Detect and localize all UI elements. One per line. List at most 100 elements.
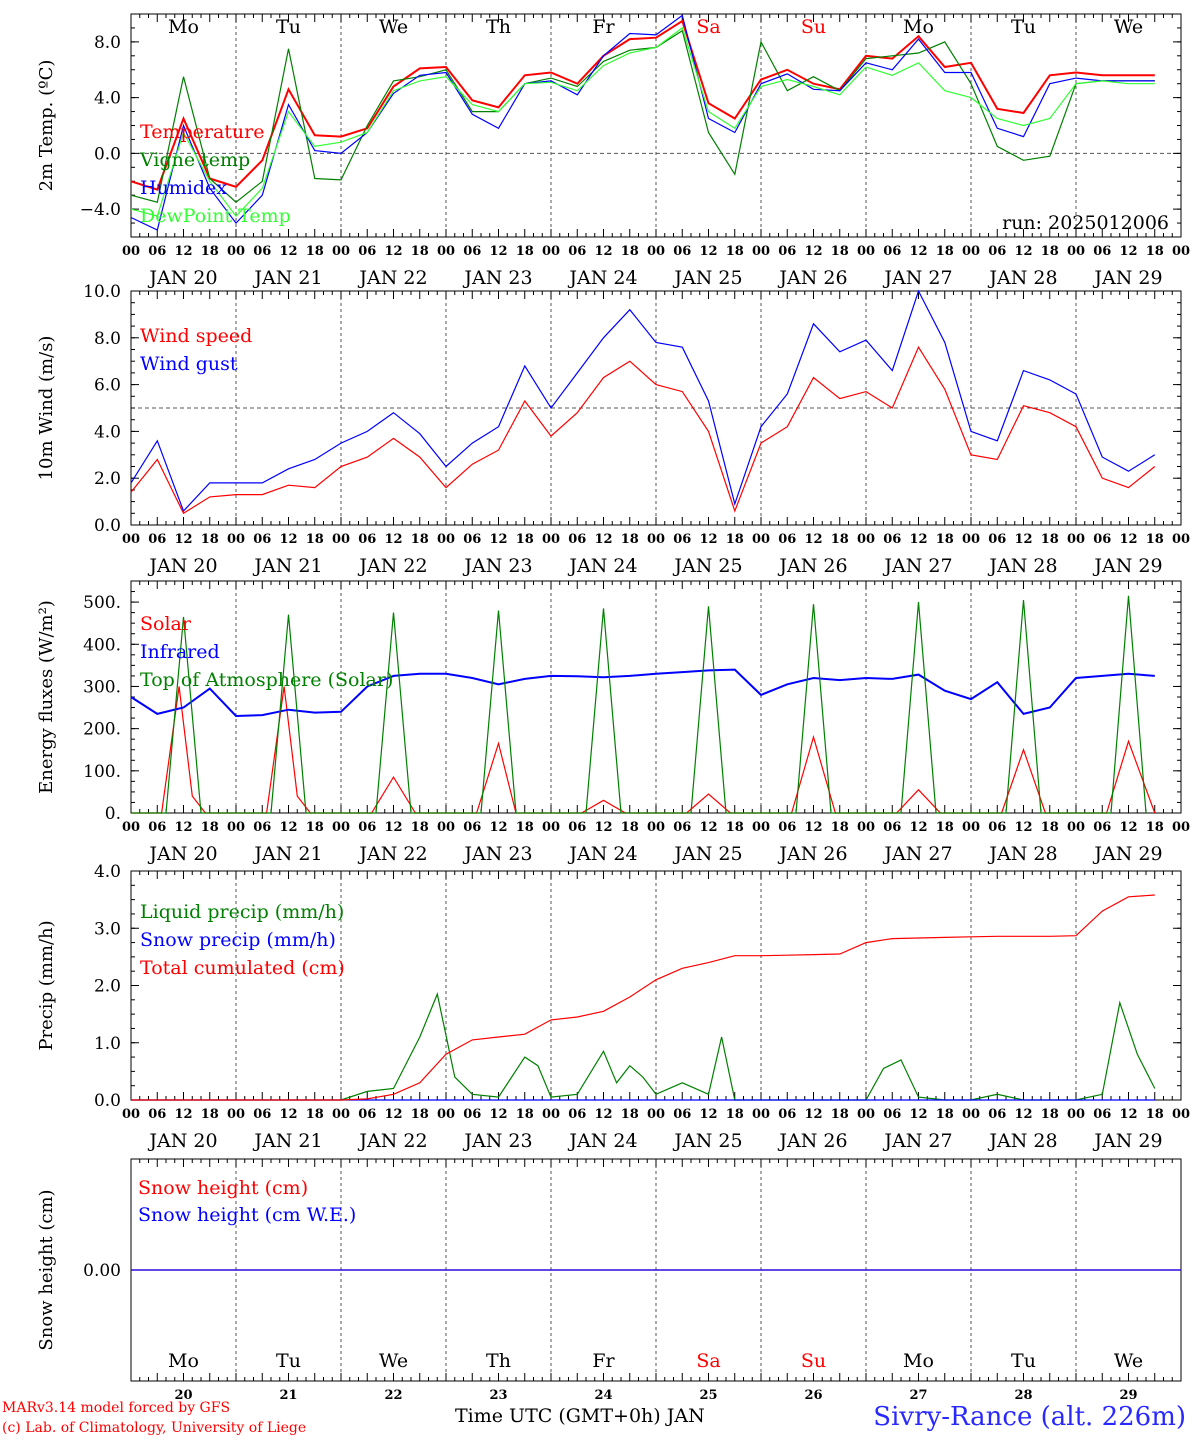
hour-label: 18 [201, 1107, 219, 1122]
series-line [130, 289, 1156, 513]
hour-label: 06 [358, 820, 376, 835]
date-label: JAN 26 [777, 267, 847, 289]
hour-label: 18 [516, 820, 534, 835]
weekday-label: Sa [696, 1350, 720, 1372]
date-label: JAN 25 [672, 267, 742, 289]
date-label: JAN 20 [147, 555, 217, 577]
y-tick-label: 0.0 [94, 144, 121, 164]
hour-label: 12 [804, 1107, 822, 1122]
date-label: JAN 21 [252, 843, 322, 865]
hour-label: 18 [411, 244, 429, 259]
legend-entry: Snow precip (mm/h) [140, 929, 336, 951]
hour-label: 00 [1067, 1107, 1085, 1122]
date-label: JAN 22 [357, 555, 427, 577]
hour-label: 06 [148, 820, 166, 835]
hour-label: 06 [148, 532, 166, 547]
series-line [131, 686, 1156, 814]
hour-label: 00 [857, 1107, 875, 1122]
hour-label: 18 [621, 1107, 639, 1122]
series-line [130, 668, 1155, 718]
hour-label: 06 [988, 1107, 1006, 1122]
date-label: JAN 23 [462, 1130, 532, 1152]
hour-label: 12 [594, 532, 612, 547]
weekday-label: Th [486, 16, 511, 38]
hour-label: 18 [936, 1107, 954, 1122]
weekday-label: Tu [1011, 1350, 1036, 1372]
date-label: JAN 22 [357, 1130, 427, 1152]
hour-label: 00 [122, 1107, 140, 1122]
date-label: JAN 27 [882, 843, 952, 865]
hour-label: 18 [621, 244, 639, 259]
y-tick-label: 4.0 [94, 89, 121, 109]
hour-label: 00 [542, 244, 560, 259]
weekday-label: We [1114, 16, 1143, 38]
hour-label: 06 [883, 244, 901, 259]
hour-label: 12 [699, 532, 717, 547]
hour-label: 06 [463, 820, 481, 835]
y-tick-label: 8.0 [94, 33, 121, 53]
hour-label: 18 [201, 244, 219, 259]
hour-label: 06 [883, 1107, 901, 1122]
hour-label: 18 [306, 532, 324, 547]
legend-entry: Liquid precip (mm/h) [140, 901, 344, 923]
hour-label: 06 [253, 1107, 271, 1122]
hour-label: 00 [752, 820, 770, 835]
hour-label: 12 [909, 820, 927, 835]
hour-label: 12 [1014, 532, 1032, 547]
series-line [130, 29, 1155, 203]
hour-label: 06 [148, 244, 166, 259]
panel-1: −4.0 0.0 4.0 8.0 2m Temp. (ºC) 00 06 12 18 JAN 20… [36, 13, 1190, 289]
y-axis-label: Snow height (cm) [36, 1189, 57, 1350]
hour-label: 00 [647, 820, 665, 835]
hour-label: 12 [1119, 532, 1137, 547]
hour-label: 18 [411, 1107, 429, 1122]
legend-entry: Total cumulated (cm) [140, 957, 345, 979]
hour-label: 06 [883, 532, 901, 547]
y-tick-label: 0.0 [94, 1091, 121, 1111]
hour-label: 00 [542, 1107, 560, 1122]
hour-label: 18 [831, 532, 849, 547]
legend-entry: DewPoint Temp [140, 205, 291, 227]
hour-label: 00 [437, 244, 455, 259]
series-line [130, 19, 1155, 191]
date-label: JAN 27 [882, 1130, 952, 1152]
hour-label: 00 [1172, 820, 1190, 835]
hour-label: 12 [699, 820, 717, 835]
hour-label: 06 [568, 244, 586, 259]
hour-label: 00 [1172, 532, 1190, 547]
hour-label: 06 [778, 820, 796, 835]
date-label: JAN 25 [672, 843, 742, 865]
hour-label: 06 [673, 1107, 691, 1122]
hour-label: 06 [778, 532, 796, 547]
hour-label: 00 [1172, 1107, 1190, 1122]
hour-label: 00 [332, 1107, 350, 1122]
hour-label: 06 [568, 1107, 586, 1122]
station-name: Sivry-Rance (alt. 226m) [873, 1402, 1186, 1432]
hour-label: 12 [384, 820, 402, 835]
hour-label: 18 [1041, 1107, 1059, 1122]
y-axis-label: Energy fluxes (W/m²) [36, 600, 57, 794]
hour-label: 06 [778, 244, 796, 259]
hour-label: 12 [279, 244, 297, 259]
weekday-label: We [1114, 1350, 1143, 1372]
hour-label: 06 [568, 532, 586, 547]
hour-label: 12 [1014, 820, 1032, 835]
hour-label: 00 [1067, 244, 1085, 259]
hour-label: 00 [227, 244, 245, 259]
hour-label: 00 [857, 820, 875, 835]
y-tick-label: 0.00 [83, 1261, 121, 1281]
hour-label: 06 [883, 820, 901, 835]
day-number-label: 20 [174, 1388, 192, 1403]
hour-label: 00 [227, 532, 245, 547]
hour-label: 12 [1014, 1107, 1032, 1122]
day-number-label: 26 [804, 1388, 822, 1403]
series-line [131, 894, 1155, 1101]
hour-label: 12 [1119, 244, 1137, 259]
weekday-label: Th [486, 1350, 511, 1372]
hour-label: 06 [358, 532, 376, 547]
hour-label: 12 [279, 532, 297, 547]
hour-label: 18 [201, 532, 219, 547]
weekday-label: We [379, 1350, 408, 1372]
day-number-label: 21 [279, 1388, 297, 1403]
hour-label: 18 [306, 244, 324, 259]
